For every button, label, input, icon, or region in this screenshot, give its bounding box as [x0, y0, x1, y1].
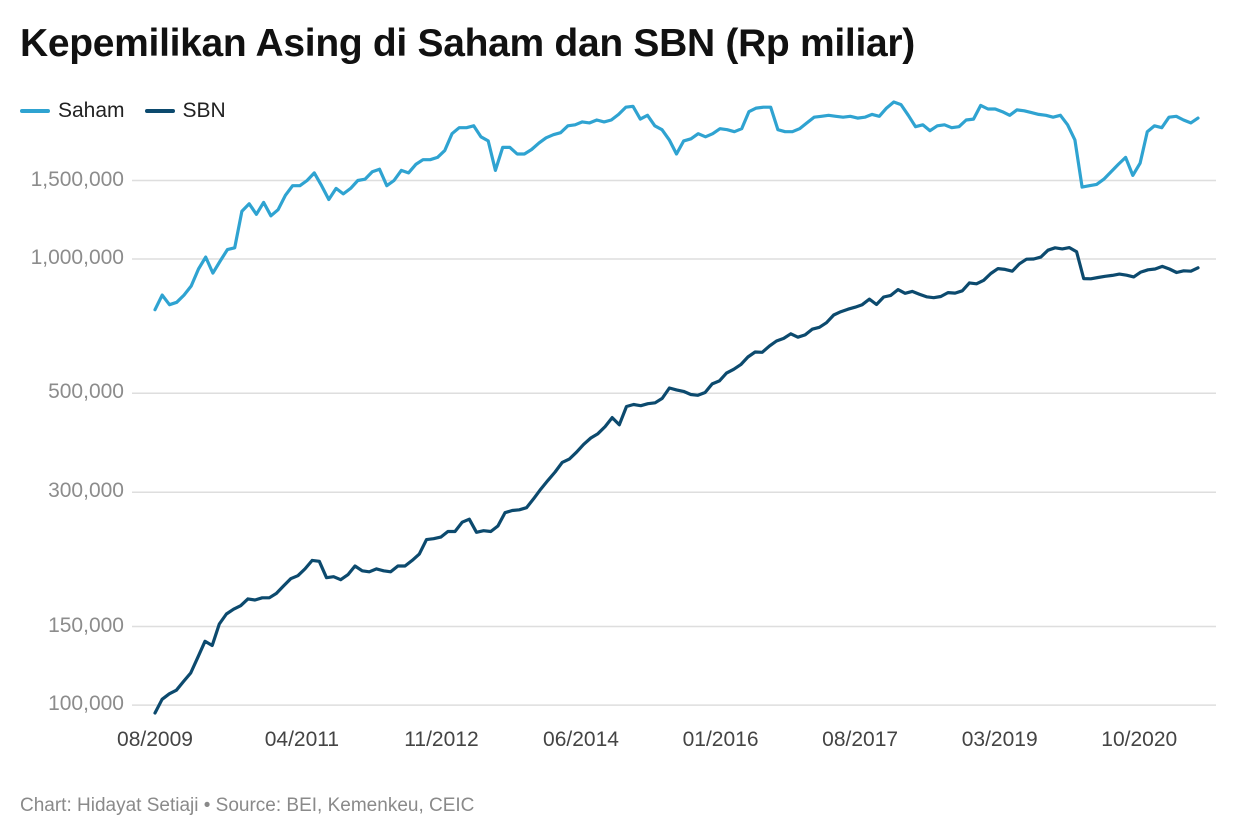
x-tick-label: 03/2019 [961, 728, 1038, 751]
series-lines [153, 100, 1200, 715]
chart-footer: Chart: Hidayat Setiaji • Source: BEI, Ke… [20, 795, 475, 816]
legend-item-saham: Saham [20, 99, 125, 123]
x-tick-label: 06/2014 [543, 728, 619, 751]
y-tick-label: 500,000 [48, 380, 124, 404]
y-tick-label: 150,000 [48, 613, 124, 637]
x-tick-label: 01/2016 [682, 728, 759, 751]
y-tick-label: 100,000 [48, 692, 124, 716]
legend-swatch-saham [20, 109, 50, 113]
x-tick-label: 08/2017 [822, 728, 899, 751]
legend-item-sbn: SBN [144, 99, 226, 123]
y-tick-label: 1,000,000 [30, 246, 124, 270]
legend-label-sbn: SBN [182, 99, 226, 122]
x-tick-label: 11/2012 [404, 728, 479, 751]
series-line-sbn [153, 246, 1200, 715]
x-tick-label: 04/2011 [264, 728, 340, 751]
y-tick-label: 300,000 [48, 479, 124, 503]
chart-title: Kepemilikan Asing di Saham dan SBN (Rp m… [20, 22, 915, 65]
series-line-saham [153, 100, 1200, 312]
x-tick-label: 08/2009 [117, 728, 193, 751]
x-tick-label: 10/2020 [1101, 728, 1178, 751]
y-tick-label: 1,500,000 [30, 167, 124, 191]
legend: Saham SBN [20, 99, 226, 123]
legend-label-saham: Saham [58, 99, 125, 122]
gridlines [132, 179, 1216, 706]
legend-swatch-sbn [144, 109, 175, 113]
